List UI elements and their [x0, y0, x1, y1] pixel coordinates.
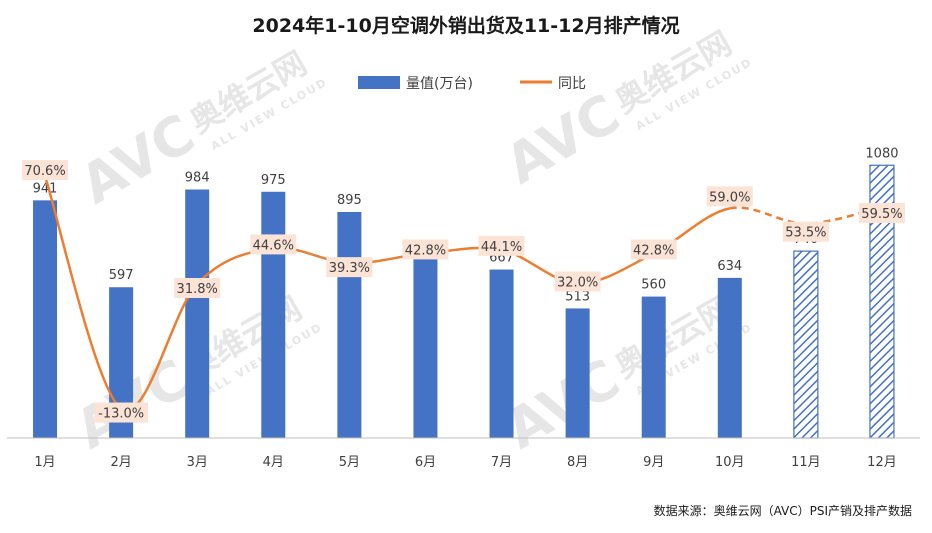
bar	[261, 191, 286, 438]
bar	[717, 277, 742, 438]
bar	[565, 308, 590, 438]
yoy-value-label: 42.8%	[405, 243, 446, 258]
legend-bar-label: 量值(万台)	[406, 76, 473, 92]
yoy-value-label: 42.8%	[633, 243, 674, 258]
x-tick-label: 5月	[339, 455, 360, 470]
watermark-avc-text: AVC	[495, 347, 630, 461]
legend: 量值(万台) 同比	[358, 76, 586, 92]
x-tick-label: 1月	[34, 455, 55, 470]
bar-value-label: 1080	[865, 146, 898, 161]
yoy-value-label: 31.8%	[177, 282, 218, 297]
yoy-value-label: 44.6%	[253, 238, 294, 253]
yoy-label-bg	[554, 271, 601, 292]
watermark-avc-text: AVC	[70, 102, 205, 216]
bar-value-label: 597	[109, 268, 134, 283]
bar-value-label: 975	[261, 173, 286, 188]
yoy-label-bg	[630, 239, 677, 260]
legend-line-label: 同比	[558, 76, 586, 92]
x-tick-label: 10月	[715, 455, 745, 470]
bar	[641, 296, 666, 438]
bar	[413, 246, 438, 438]
bar-value-label: 984	[185, 170, 210, 185]
x-tick-label: 12月	[867, 455, 897, 470]
bar	[489, 269, 514, 438]
x-tick-label: 4月	[263, 455, 284, 470]
x-tick-label: 3月	[187, 455, 208, 470]
yoy-value-label: 32.0%	[557, 275, 598, 290]
bar-value-label: 560	[641, 278, 666, 293]
bar	[185, 189, 210, 438]
yoy-value-label: 70.6%	[24, 164, 65, 179]
yoy-label-bg	[326, 257, 373, 278]
yoy-label-bg	[174, 277, 221, 298]
yoy-label-bg	[94, 402, 148, 423]
yoy-value-label: 53.5%	[785, 226, 826, 241]
yoy-value-label: 39.3%	[329, 261, 370, 276]
bar	[33, 200, 58, 438]
bar	[337, 211, 362, 438]
bar-value-label: 895	[337, 193, 362, 208]
x-tick-label: 9月	[643, 455, 664, 470]
x-tick-label: 7月	[491, 455, 512, 470]
source-note: 数据来源：奥维云网（AVC）PSI产销及排产数据	[654, 503, 912, 518]
chart-title: 2024年1-10月空调外销出货及11-12月排产情况	[252, 14, 679, 37]
yoy-value-label: -13.0%	[98, 407, 144, 422]
yoy-label-bg	[706, 186, 753, 207]
yoy-label-bg	[22, 160, 69, 181]
bar-value-label: 634	[717, 259, 742, 274]
bar-value-label: 513	[565, 289, 590, 304]
yoy-label-bg	[478, 235, 525, 256]
watermark-avc-text: AVC	[495, 82, 630, 196]
x-tick-label: 8月	[567, 455, 588, 470]
x-tick-label: 11月	[791, 455, 821, 470]
yoy-value-label: 44.1%	[481, 240, 522, 255]
x-tick-label: 6月	[415, 455, 436, 470]
yoy-label-bg	[858, 202, 905, 223]
yoy-value-label: 59.5%	[861, 207, 902, 222]
legend-bar-swatch	[358, 76, 400, 89]
bar-value-label: 941	[33, 181, 58, 196]
yoy-label-bg	[782, 221, 829, 242]
yoy-label-bg	[402, 239, 449, 260]
plot-area: 1月 2月 3月 4月 5月 6月 7月 8月 9月 10月 11月 12月 941 597 984 975 8…	[7, 146, 920, 470]
x-tick-label: 2月	[110, 455, 131, 470]
yoy-value-label: 59.0%	[709, 190, 750, 205]
yoy-label-bg	[250, 234, 297, 255]
forecast-bar	[793, 250, 819, 439]
